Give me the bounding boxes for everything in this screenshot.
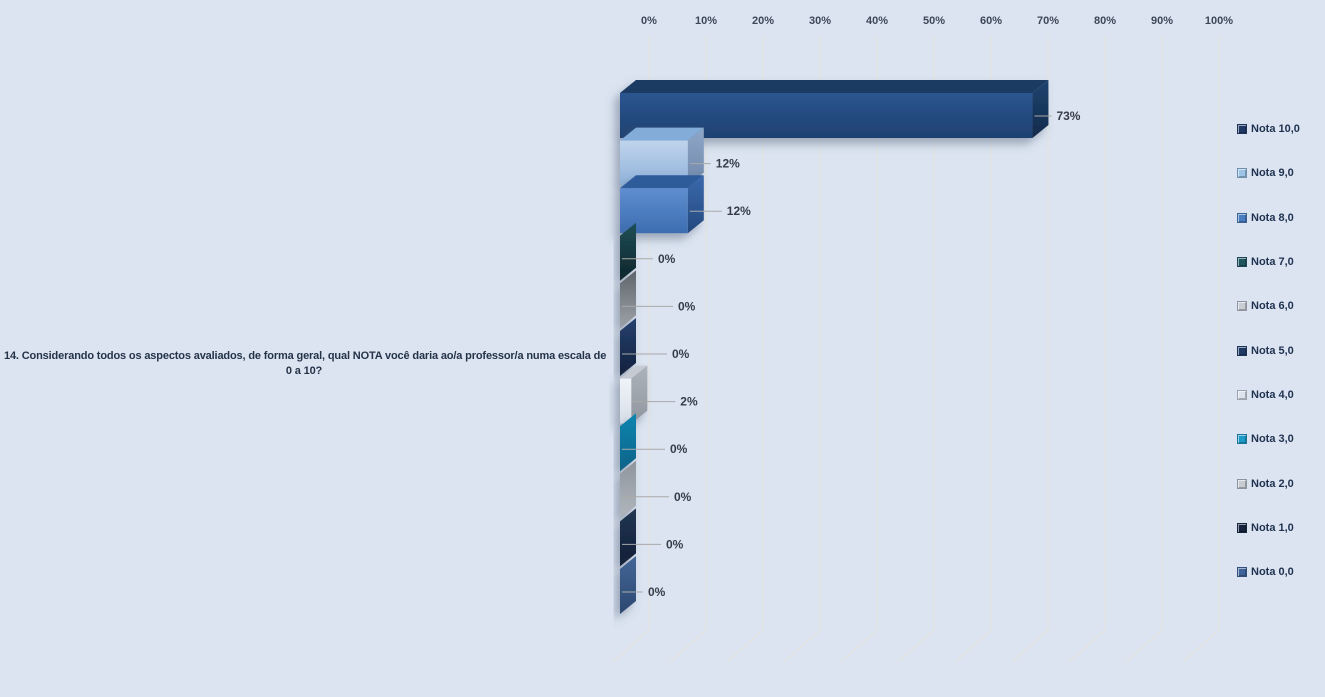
bar-side-face — [620, 222, 636, 281]
gridline — [954, 36, 992, 663]
legend-swatch-nota-6-0 — [1237, 301, 1247, 312]
legend-label: Nota 4,0 — [1251, 388, 1294, 401]
data-label: 2% — [680, 395, 698, 409]
legend-item-nota-8-0[interactable]: Nota 8,0 — [1237, 196, 1300, 240]
data-label: 0% — [648, 585, 666, 599]
legend-swatch-nota-3-0 — [1237, 434, 1247, 445]
survey-question: 14. Considerando todos os aspectos avali… — [4, 349, 607, 379]
x-axis-tick-label: 40% — [866, 15, 888, 27]
x-axis-tick-label: 30% — [809, 15, 831, 27]
legend-swatch-nota-4-0 — [1237, 389, 1247, 400]
data-label: 12% — [727, 204, 751, 218]
legend-swatch-nota-7-0 — [1237, 257, 1247, 268]
legend-swatch-nota-2-0 — [1237, 478, 1247, 489]
legend-label: Nota 1,0 — [1251, 521, 1294, 534]
legend-label: Nota 8,0 — [1251, 211, 1294, 224]
gridline — [1125, 36, 1163, 663]
chart-legend: Nota 10,0 Nota 9,0 Nota 8,0 Nota 7,0 Nota 6,… — [1237, 107, 1300, 594]
legend-swatch-nota-8-0 — [1237, 212, 1247, 223]
bar-nota-8-0[interactable] — [620, 175, 704, 234]
legend-label: Nota 5,0 — [1251, 344, 1294, 357]
bar-nota-7-0[interactable] — [620, 222, 636, 281]
data-label: 0% — [672, 347, 690, 361]
legend-item-nota-9-0[interactable]: Nota 9,0 — [1237, 151, 1300, 195]
bar-front-face — [620, 378, 632, 424]
x-axis-tick-label: 80% — [1094, 15, 1116, 27]
bar-top-face — [620, 80, 1049, 93]
bar-nota-0-0[interactable] — [620, 556, 636, 614]
data-label: 12% — [716, 157, 740, 171]
bar-side-face — [1032, 80, 1049, 138]
x-axis-tick-label: 90% — [1151, 15, 1173, 27]
legend-label: Nota 7,0 — [1251, 256, 1294, 269]
bar-side-face — [620, 413, 636, 472]
bar-side-face — [620, 270, 636, 329]
question-line-2: 0 a 10? — [285, 365, 323, 377]
x-axis-tick-label: 20% — [752, 15, 774, 27]
data-label: 73% — [1056, 109, 1080, 123]
bar-nota-3-0[interactable] — [620, 413, 636, 472]
bar-side-face — [620, 508, 636, 567]
legend-item-nota-4-0[interactable]: Nota 4,0 — [1237, 373, 1300, 417]
bar-nota-5-0[interactable] — [620, 318, 636, 376]
gridline — [726, 36, 764, 663]
bar-nota-2-0[interactable] — [620, 460, 636, 519]
bar-front-face — [620, 188, 688, 234]
question-line-1: 14. Considerando todos os aspectos avali… — [4, 350, 607, 362]
bar-side-face — [687, 127, 704, 186]
legend-label: Nota 2,0 — [1251, 477, 1294, 490]
x-axis-tick-label: 100% — [1205, 15, 1233, 27]
legend-swatch-nota-0-0 — [1237, 567, 1247, 578]
data-label: 0% — [658, 252, 676, 266]
bar-side-face — [631, 365, 648, 424]
bar-side-face — [620, 460, 636, 519]
gridline — [669, 36, 707, 663]
legend-label: Nota 6,0 — [1251, 300, 1294, 313]
x-axis-tick-label: 60% — [980, 15, 1002, 27]
gridline — [1182, 36, 1220, 663]
x-axis-tick-label: 10% — [695, 15, 717, 27]
bar-side-face — [687, 175, 704, 234]
legend-label: Nota 10,0 — [1251, 123, 1300, 136]
x-axis-tick-label: 50% — [923, 15, 945, 27]
legend-item-nota-7-0[interactable]: Nota 7,0 — [1237, 240, 1300, 284]
legend-item-nota-3-0[interactable]: Nota 3,0 — [1237, 417, 1300, 461]
bar-side-face — [620, 318, 636, 376]
gridline — [783, 36, 821, 663]
x-axis-tick-label: 0% — [641, 15, 657, 27]
gridline — [840, 36, 878, 663]
data-label: 0% — [666, 537, 684, 551]
bar-side-face — [620, 556, 636, 614]
legend-item-nota-6-0[interactable]: Nota 6,0 — [1237, 284, 1300, 328]
gridline — [612, 36, 650, 663]
legend-item-nota-5-0[interactable]: Nota 5,0 — [1237, 328, 1300, 372]
x-axis-tick-label: 70% — [1037, 15, 1059, 27]
bar-nota-6-0[interactable] — [620, 270, 636, 329]
data-label: 0% — [670, 442, 688, 456]
bar-top-face — [620, 127, 704, 141]
legend-swatch-nota-9-0 — [1237, 168, 1247, 179]
bar-top-face — [620, 175, 704, 189]
legend-item-nota-2-0[interactable]: Nota 2,0 — [1237, 461, 1300, 505]
legend-label: Nota 0,0 — [1251, 566, 1294, 579]
legend-label: Nota 3,0 — [1251, 433, 1294, 446]
gridline — [1011, 36, 1049, 663]
bar-nota-1-0[interactable] — [620, 508, 636, 567]
legend-swatch-nota-10-0 — [1237, 124, 1247, 135]
legend-item-nota-1-0[interactable]: Nota 1,0 — [1237, 506, 1300, 550]
data-label: 0% — [678, 299, 696, 313]
bar-nota-4-0[interactable] — [620, 365, 648, 424]
legend-swatch-nota-1-0 — [1237, 522, 1247, 533]
gridline — [1068, 36, 1106, 663]
legend-swatch-nota-5-0 — [1237, 345, 1247, 356]
data-label: 0% — [674, 490, 692, 504]
gridline — [897, 36, 935, 663]
legend-item-nota-10-0[interactable]: Nota 10,0 — [1237, 107, 1300, 151]
legend-item-nota-0-0[interactable]: Nota 0,0 — [1237, 550, 1300, 594]
bar-top-face — [620, 365, 648, 379]
legend-label: Nota 9,0 — [1251, 167, 1294, 180]
